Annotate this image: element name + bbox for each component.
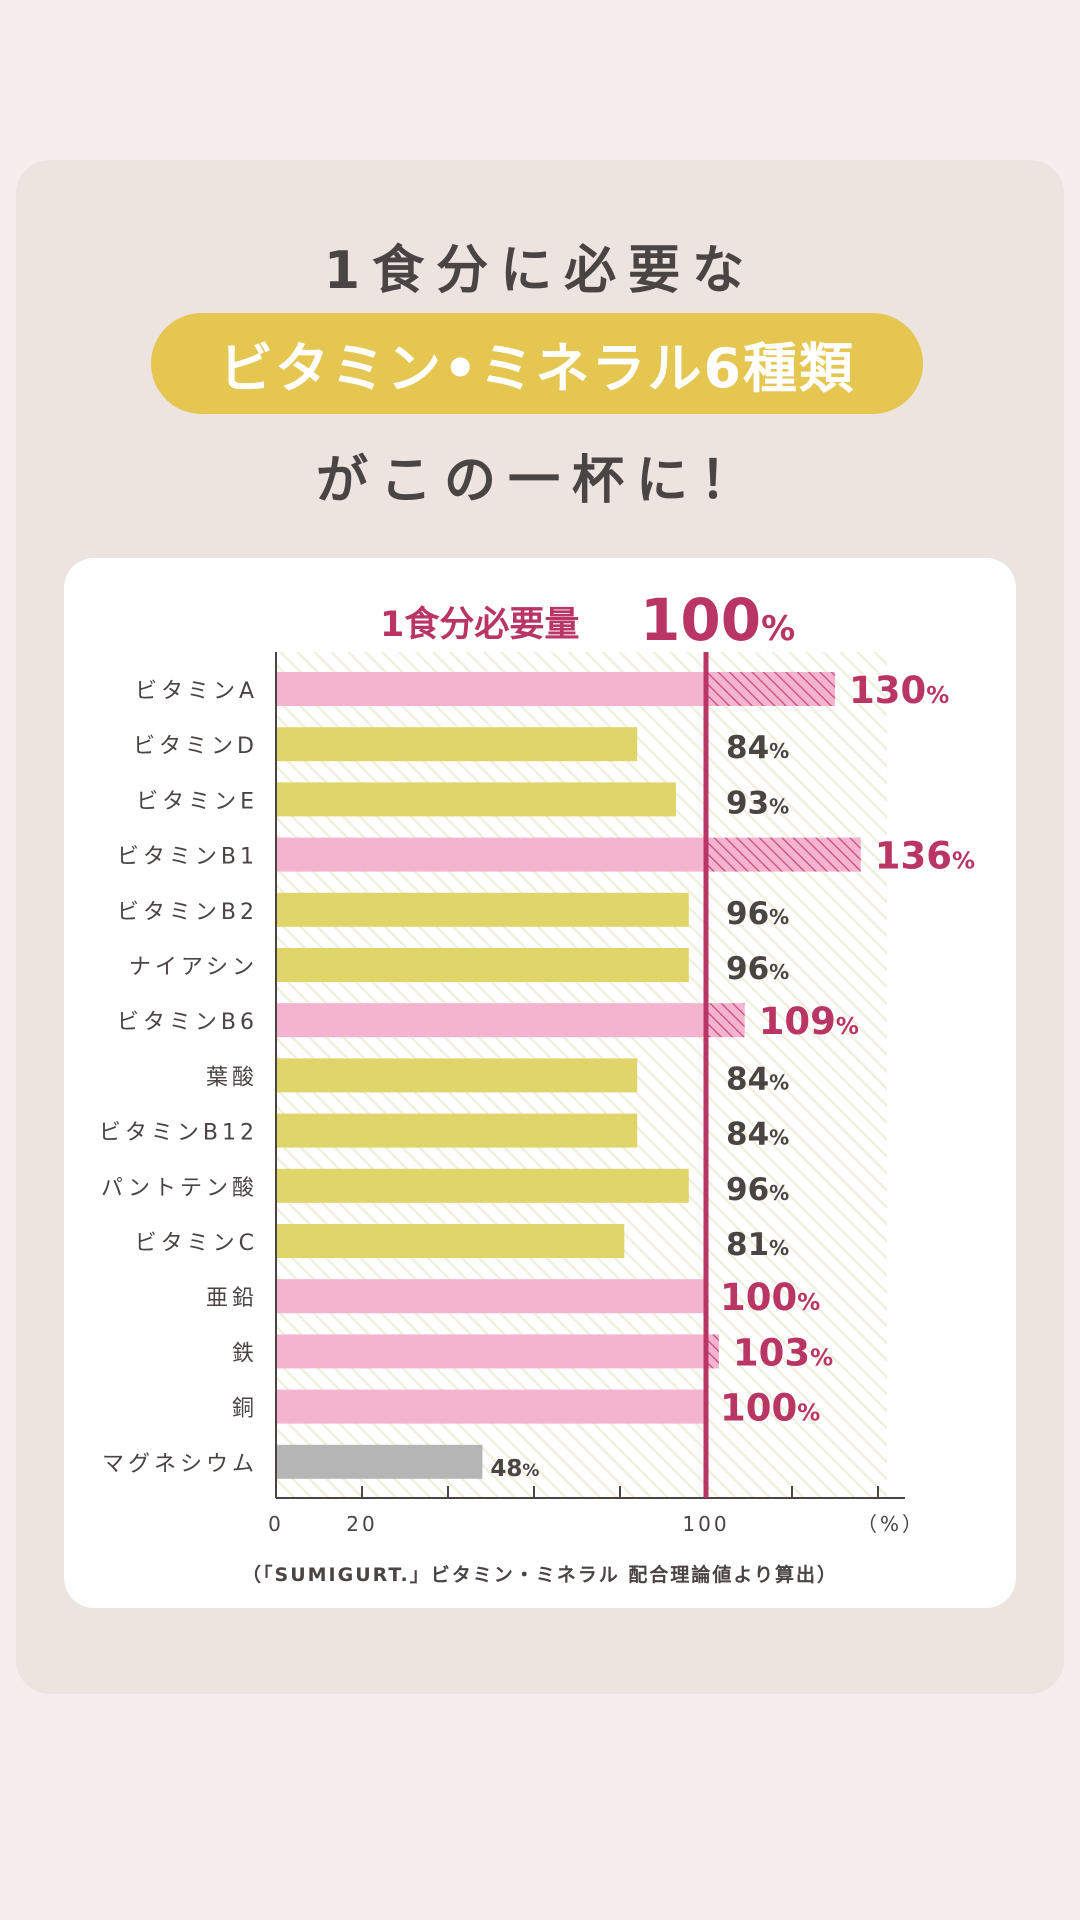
x-tick-label: 100 — [682, 1512, 729, 1536]
value-unit: % — [836, 1014, 859, 1040]
category-label: 葉酸 — [206, 1065, 258, 1090]
category-label: 銅 — [232, 1397, 258, 1422]
x-tick-label: 20 — [346, 1512, 377, 1536]
value-unit: % — [797, 1290, 820, 1316]
category-label: ナイアシン — [129, 955, 258, 980]
reference-value: 100% — [640, 586, 795, 654]
bar-11 — [276, 1224, 625, 1258]
value-unit: % — [769, 794, 789, 818]
category-label: 亜鉛 — [206, 1286, 258, 1311]
category-label: ビタミンB6 — [117, 1010, 258, 1035]
value-unit: % — [769, 1181, 789, 1205]
category-label: ビタミンD — [133, 734, 258, 759]
bar-4 — [276, 837, 706, 872]
bar-14 — [276, 1389, 706, 1424]
headline-line-3: がこの一杯に！ — [315, 451, 764, 511]
bar-1 — [276, 672, 706, 706]
category-label: 鉄 — [232, 1341, 258, 1366]
category-label: ビタミンA — [135, 679, 258, 704]
value-unit: % — [769, 905, 789, 929]
value-label: 93% — [726, 785, 789, 821]
reference-unit: % — [761, 609, 795, 649]
value-label: 130% — [849, 669, 949, 712]
bar-excess-1 — [706, 672, 835, 706]
value-label: 136% — [875, 835, 975, 878]
value-unit: % — [769, 1070, 789, 1094]
value-unit: % — [769, 1236, 789, 1260]
bar-8 — [276, 1058, 638, 1093]
bar-10 — [276, 1168, 689, 1203]
category-label: ビタミンB12 — [99, 1121, 258, 1146]
value-unit: % — [769, 960, 789, 984]
chart-footnote: （「SUMIGURT.」ビタミン・ミネラル 配合理論値より算出） — [242, 1564, 838, 1586]
headline-highlight-pill: ビタミン•ミネラル6種類 — [151, 313, 923, 414]
category-label: ビタミンB1 — [117, 845, 258, 870]
bar-6 — [276, 948, 689, 982]
bar-5 — [276, 892, 689, 927]
value-unit: % — [810, 1345, 833, 1371]
value-unit: % — [769, 739, 789, 763]
x-tick-label: 0 — [268, 1512, 284, 1536]
value-unit: % — [952, 849, 975, 875]
bar-excess-13 — [706, 1334, 719, 1369]
category-label: ビタミンC — [135, 1231, 258, 1256]
bar-12 — [276, 1279, 706, 1314]
category-label: ビタミンB2 — [117, 900, 258, 925]
category-label: パントテン酸 — [101, 1176, 258, 1201]
bar-2 — [276, 727, 638, 762]
bar-9 — [276, 1113, 638, 1148]
bar-3 — [276, 782, 676, 817]
bar-7 — [276, 1003, 706, 1038]
reference-label: 1食分必要量 — [380, 604, 579, 645]
value-unit: % — [769, 1126, 789, 1150]
category-label: マグネシウム — [102, 1452, 258, 1477]
bar-excess-7 — [706, 1003, 745, 1038]
bar-15 — [276, 1444, 483, 1479]
value-unit: % — [926, 683, 949, 709]
value-label: 84% — [726, 730, 789, 766]
bar-13 — [276, 1334, 706, 1369]
bar-excess-4 — [706, 837, 861, 872]
headline-line-1: 1食分に必要な — [323, 241, 757, 301]
category-label: ビタミンE — [136, 789, 258, 814]
value-unit: % — [522, 1461, 539, 1481]
nutrient-bar-chart: ビタミンA 130% ビタミンD 84% ビタミンE 93% ビタミンB1 136% ビタミンB… — [99, 586, 975, 1536]
value-unit: % — [797, 1401, 820, 1427]
x-axis-unit-label: （%） — [857, 1512, 925, 1536]
value-label: 48% — [490, 1456, 539, 1482]
